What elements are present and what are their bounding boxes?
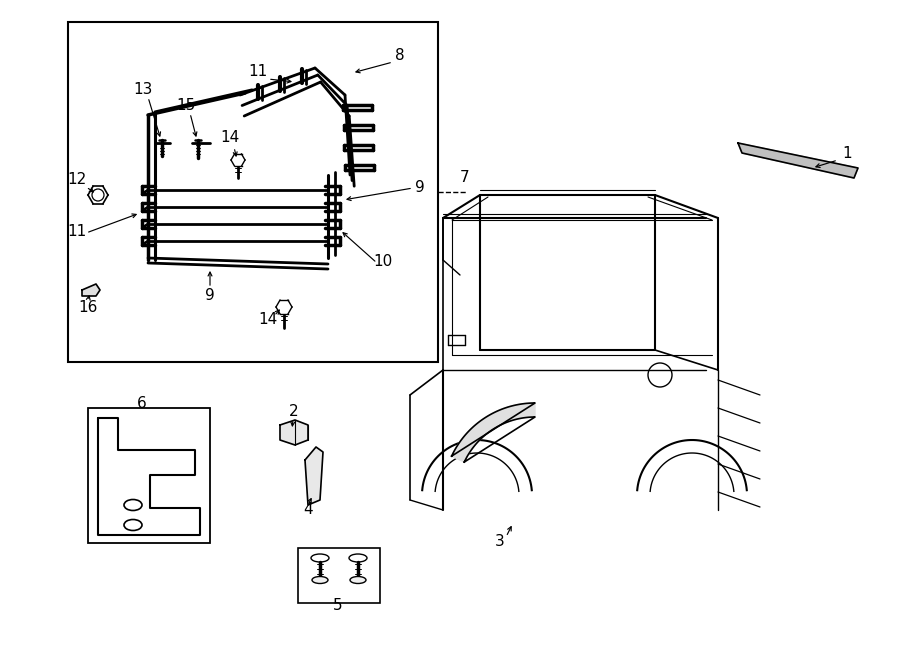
Bar xyxy=(88,408,210,543)
Text: 10: 10 xyxy=(374,254,392,270)
Polygon shape xyxy=(305,447,323,505)
Polygon shape xyxy=(738,143,858,178)
Text: 3: 3 xyxy=(495,535,505,549)
Bar xyxy=(68,22,438,362)
Polygon shape xyxy=(280,420,308,445)
Polygon shape xyxy=(452,403,535,462)
Text: 11: 11 xyxy=(248,65,267,79)
Text: 14: 14 xyxy=(258,313,277,327)
Text: 6: 6 xyxy=(137,395,147,410)
Text: 8: 8 xyxy=(395,48,405,63)
Text: 9: 9 xyxy=(415,180,425,196)
Text: 15: 15 xyxy=(176,98,195,112)
Text: 5: 5 xyxy=(333,598,343,613)
Text: 13: 13 xyxy=(133,83,153,98)
Text: 7: 7 xyxy=(460,171,470,186)
Text: 11: 11 xyxy=(68,225,86,239)
Text: 12: 12 xyxy=(68,173,86,188)
Text: 9: 9 xyxy=(205,288,215,303)
Text: 1: 1 xyxy=(842,145,851,161)
Bar xyxy=(298,548,380,603)
Text: 4: 4 xyxy=(303,502,313,518)
Ellipse shape xyxy=(312,576,328,584)
Text: 14: 14 xyxy=(220,130,239,145)
Text: 2: 2 xyxy=(289,405,299,420)
Text: 16: 16 xyxy=(78,301,98,315)
Polygon shape xyxy=(82,284,100,296)
Ellipse shape xyxy=(350,576,366,584)
